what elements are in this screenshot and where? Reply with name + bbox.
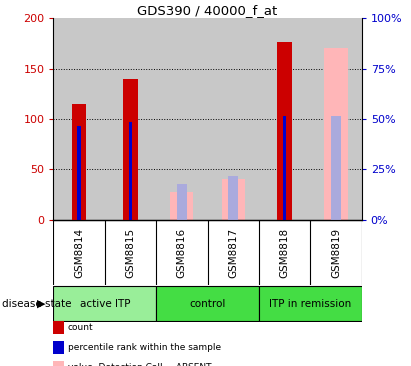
Text: GSM8818: GSM8818 [279, 228, 290, 277]
Bar [129, 122, 132, 220]
Text: control: control [189, 299, 226, 309]
Bar [283, 116, 286, 220]
Text: GSM8819: GSM8819 [331, 228, 341, 277]
Text: percentile rank within the sample: percentile rank within the sample [68, 343, 221, 352]
Text: GSM8816: GSM8816 [177, 228, 187, 277]
Bar [53, 286, 156, 321]
Text: GSM8817: GSM8817 [228, 228, 238, 277]
Text: value, Detection Call = ABSENT: value, Detection Call = ABSENT [68, 363, 211, 366]
Bar [72, 104, 86, 220]
Bar [177, 184, 187, 220]
Text: active ITP: active ITP [80, 299, 130, 309]
Bar [228, 176, 238, 220]
Text: count: count [68, 323, 93, 332]
Text: disease state: disease state [2, 299, 72, 309]
Text: GSM8814: GSM8814 [74, 228, 84, 277]
Bar [259, 286, 362, 321]
Bar [123, 79, 138, 220]
Bar [331, 116, 341, 220]
Text: GSM8815: GSM8815 [125, 228, 136, 277]
Bar [77, 126, 81, 220]
Title: GDS390 / 40000_f_at: GDS390 / 40000_f_at [137, 4, 278, 17]
Bar [156, 286, 259, 321]
Bar [222, 179, 245, 220]
Bar [170, 193, 194, 220]
Bar [277, 42, 292, 220]
Text: ITP in remission: ITP in remission [269, 299, 351, 309]
Text: ▶: ▶ [37, 299, 46, 309]
Bar [324, 49, 348, 220]
